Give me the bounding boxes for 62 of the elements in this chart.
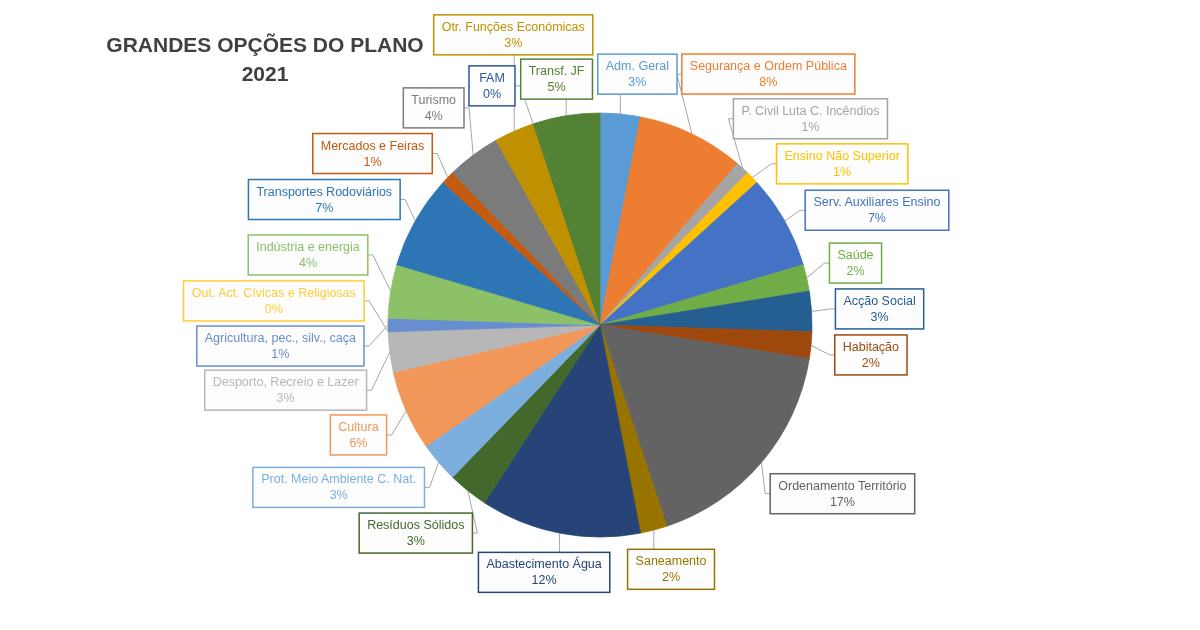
slice-label: Abastecimento Água xyxy=(486,556,602,572)
data-label: 1% xyxy=(271,347,290,362)
slice-label: Adm. Geral xyxy=(605,59,670,74)
slice-label: Saúde xyxy=(837,248,874,263)
slice-label: Transportes Rodoviários xyxy=(256,184,393,199)
data-label: 3% xyxy=(406,534,425,549)
data-label: 12% xyxy=(531,573,557,588)
pie-slice xyxy=(452,139,601,326)
pie-slice xyxy=(442,172,601,326)
data-label: 2% xyxy=(846,264,865,279)
text: 0% xyxy=(482,86,502,101)
pie-slice xyxy=(532,112,601,326)
slice-label: Transf. JF xyxy=(528,64,585,79)
text: 0% xyxy=(264,301,283,316)
slice-label: Serv. Auxiliares Ensino xyxy=(813,195,941,210)
slice-label: Otr. Funções Económicas xyxy=(441,19,585,34)
category-label: FAM xyxy=(479,70,505,85)
slice-label: Ordenamento Território xyxy=(778,478,907,493)
data-label: 4% xyxy=(424,108,443,123)
pie-slice xyxy=(599,182,804,326)
slice-label: Ensino Não Superior xyxy=(784,148,900,163)
data-label: 7% xyxy=(867,211,887,226)
data-label: 1% xyxy=(833,164,852,179)
data-label: 2% xyxy=(861,355,880,370)
data-label: 4% xyxy=(298,255,318,270)
slice-label: Indústria e energia xyxy=(256,239,360,254)
text: GRANDES OPÇÕES DO PLANO xyxy=(106,33,424,56)
slice-label: Turismo xyxy=(411,92,457,107)
data-label: 3% xyxy=(329,488,348,503)
data-label: 3% xyxy=(276,391,295,406)
data-label: 6% xyxy=(349,435,368,450)
slice-label: Acção Social xyxy=(843,293,916,308)
slice-label: Mercados e Feiras xyxy=(320,138,425,153)
slice-label: Saneamento xyxy=(635,554,707,569)
pie-slice xyxy=(599,324,668,534)
category-label: Out. Act. Cívicas e Religiosas xyxy=(191,285,356,300)
data-label: 3% xyxy=(628,75,647,90)
data-label: 17% xyxy=(829,494,855,509)
data-label: 8% xyxy=(759,75,778,90)
slice-label: Agricultura, pec., silv., caça xyxy=(204,331,357,346)
pie-slice xyxy=(483,324,641,537)
slice-label: Resíduos Sólidos xyxy=(367,518,465,533)
data-label: 3% xyxy=(870,309,889,324)
text: 2021 xyxy=(241,62,289,85)
data-label: 2% xyxy=(662,570,681,585)
pie-slice xyxy=(452,324,601,504)
slice-label: Habitação xyxy=(842,339,900,354)
data-label: 7% xyxy=(315,200,334,215)
slice-label: P. Civil Luta C. Incêndios xyxy=(741,103,880,118)
pie-slice xyxy=(387,264,601,326)
slice-label: Desporto, Recreio e Lazer xyxy=(212,375,359,390)
pie-slice xyxy=(392,324,601,447)
pie-slice xyxy=(599,324,813,360)
slice-label: Segurança e Ordem Pública xyxy=(689,59,847,74)
pie-slice xyxy=(495,123,601,326)
data-label: 1% xyxy=(801,119,820,134)
slice-label: Prot. Meio Ambiente C. Nat. xyxy=(261,472,417,487)
slice-label: Cultura xyxy=(338,419,379,434)
pie-slice xyxy=(396,182,601,326)
data-label: 1% xyxy=(363,154,382,169)
data-label: 5% xyxy=(547,80,566,95)
data-label: 3% xyxy=(504,35,523,50)
